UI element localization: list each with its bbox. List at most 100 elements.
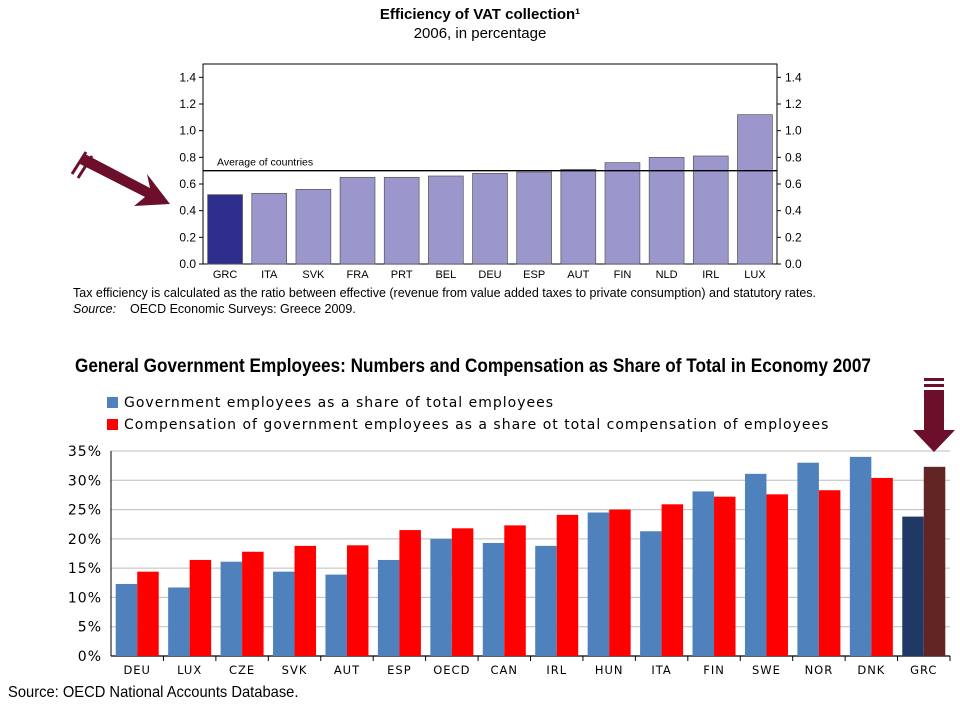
xtick-label: AUT <box>334 663 360 677</box>
ytick-label: 30% <box>68 473 102 489</box>
bar <box>516 171 552 265</box>
bar <box>295 188 332 265</box>
xtick-label: PRT <box>391 269 413 281</box>
ytick-label: 10% <box>68 590 102 606</box>
legend-item-compensation: Compensation of government employees as … <box>107 417 829 433</box>
bar <box>325 574 347 656</box>
xtick-label: AUT <box>567 269 589 281</box>
source-line: Source: OECD Economic Surveys: Greece 20… <box>73 302 356 316</box>
bar <box>220 561 243 656</box>
ytick-label-right: 0.8 <box>785 150 802 164</box>
xtick-label: GRC <box>213 269 238 281</box>
bar <box>189 559 212 656</box>
xtick-label: CAN <box>491 663 519 677</box>
bar <box>294 545 317 656</box>
arrow-stripe <box>76 155 94 179</box>
bar <box>714 496 736 656</box>
ytick-label: 35% <box>68 444 102 460</box>
ytick-label-left: 0.8 <box>179 150 196 164</box>
arrow-stripe <box>70 151 88 175</box>
bar <box>661 504 684 656</box>
bar <box>640 531 662 656</box>
bar <box>242 551 264 656</box>
average-line-label: Average of countries <box>217 157 313 169</box>
xtick-label: CZE <box>229 663 255 677</box>
bar <box>346 545 369 656</box>
bar <box>377 559 400 656</box>
xtick-label: SVK <box>282 663 308 677</box>
ytick-label: 5% <box>78 620 102 636</box>
legend-label-compensation: Compensation of government employees as … <box>124 417 830 433</box>
bar <box>207 194 243 265</box>
source-label: Source: <box>73 302 117 316</box>
xtick-label: SWE <box>752 663 781 677</box>
ytick-label: 0% <box>78 649 102 665</box>
ytick-label-right: 1.2 <box>785 97 802 111</box>
bar <box>737 114 773 265</box>
xtick-label: ESP <box>387 663 412 677</box>
bar <box>818 490 841 656</box>
bar <box>430 538 452 656</box>
bar <box>472 172 508 265</box>
bar <box>871 477 893 656</box>
xtick-label: FRA <box>347 269 370 281</box>
ytick-label: 20% <box>68 532 102 548</box>
bar <box>339 176 376 265</box>
xtick-label: GRC <box>910 663 937 677</box>
source-text: OECD Economic Surveys: Greece 2009. <box>130 302 356 316</box>
chart2-title: General Government Employees: Numbers an… <box>75 355 871 377</box>
ytick-label-right: 1.4 <box>785 70 802 84</box>
bar <box>744 473 767 656</box>
xtick-label: OECD <box>433 663 470 677</box>
legend-label-employees: Government employees as a share of total… <box>124 395 555 411</box>
bar <box>692 491 715 656</box>
xtick-label: ITA <box>651 663 671 677</box>
bottom-source: Source: OECD National Accounts Database. <box>8 684 299 701</box>
xtick-label: ESP <box>523 269 545 281</box>
bar <box>797 462 819 656</box>
bar <box>648 156 685 265</box>
bar <box>902 516 924 656</box>
xtick-label: HUN <box>595 663 624 677</box>
ytick-label-left: 1.2 <box>179 97 196 111</box>
xtick-label: LUX <box>744 269 766 281</box>
bar <box>251 192 288 265</box>
ytick-label-right: 0.2 <box>785 230 802 244</box>
xtick-label: IRL <box>546 663 567 677</box>
bar <box>609 509 631 656</box>
bar <box>482 542 505 656</box>
bar <box>692 155 729 265</box>
ytick-label: 25% <box>68 503 102 519</box>
xtick-label: SVK <box>302 269 325 281</box>
ytick-label-left: 1.0 <box>179 124 196 138</box>
bar <box>428 175 464 265</box>
bar <box>766 494 788 656</box>
xtick-label: NLD <box>656 269 678 281</box>
ytick-label: 15% <box>68 561 102 577</box>
down-arrow-icon <box>913 390 955 452</box>
bar <box>273 571 295 656</box>
xtick-label: DEU <box>478 269 501 281</box>
ytick-label-left: 0.2 <box>179 230 196 244</box>
ytick-label-left: 0.4 <box>179 204 196 218</box>
legend-swatch-blue <box>107 397 118 408</box>
ytick-label-right: 0.0 <box>785 257 802 271</box>
arrow-stripe <box>924 378 944 381</box>
footnote-text: Tax efficiency is calculated as the rati… <box>73 286 816 300</box>
xtick-label: BEL <box>435 269 456 281</box>
legend-swatch-red <box>107 419 118 430</box>
xtick-label: LUX <box>177 663 202 677</box>
ytick-label-right: 1.0 <box>785 124 802 138</box>
xtick-label: DEU <box>123 663 151 677</box>
ytick-label-right: 0.6 <box>785 177 802 191</box>
bar <box>504 525 526 656</box>
xtick-label: NOR <box>805 663 834 677</box>
ytick-label-left: 0.0 <box>179 257 196 271</box>
ytick-label-right: 0.4 <box>785 204 802 218</box>
bar <box>115 583 138 656</box>
bar <box>587 512 610 656</box>
bar <box>849 456 872 656</box>
bar <box>137 571 159 656</box>
